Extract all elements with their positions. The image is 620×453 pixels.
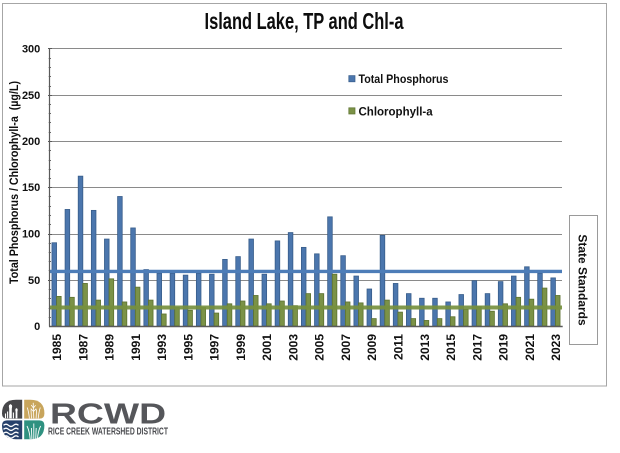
svg-text:200: 200 xyxy=(22,136,40,148)
svg-text:State Standards: State Standards xyxy=(576,234,590,326)
svg-text:Island Lake, TP and Chl-a: Island Lake, TP and Chl-a xyxy=(205,8,404,34)
svg-text:2001: 2001 xyxy=(260,334,274,361)
svg-text:2017: 2017 xyxy=(470,334,484,361)
svg-text:1985: 1985 xyxy=(50,334,64,361)
svg-text:50: 50 xyxy=(28,275,40,287)
svg-text:RCWD: RCWD xyxy=(50,399,166,431)
svg-text:100: 100 xyxy=(22,229,40,241)
svg-text:2005: 2005 xyxy=(313,334,327,361)
svg-text:RICE CREEK WATERSHED DISTRICT: RICE CREEK WATERSHED DISTRICT xyxy=(48,426,168,438)
svg-text:2021: 2021 xyxy=(523,334,537,361)
svg-text:1991: 1991 xyxy=(129,334,143,361)
svg-text:2007: 2007 xyxy=(339,334,353,361)
svg-text:2003: 2003 xyxy=(286,334,300,361)
svg-text:2009: 2009 xyxy=(365,334,379,361)
svg-text:250: 250 xyxy=(22,90,40,102)
svg-text:1993: 1993 xyxy=(155,334,169,361)
svg-text:Total Phosphorus: Total Phosphorus xyxy=(359,74,449,86)
svg-text:1995: 1995 xyxy=(181,334,195,361)
svg-text:2019: 2019 xyxy=(497,334,511,361)
svg-text:0: 0 xyxy=(34,321,40,333)
svg-text:1987: 1987 xyxy=(76,334,90,361)
svg-text:Total Phosphorus / Chlorophyll: Total Phosphorus / Chlorophyll-a (µg/L) xyxy=(7,81,21,284)
svg-text:2023: 2023 xyxy=(549,334,563,361)
svg-text:Chlorophyll-a: Chlorophyll-a xyxy=(359,106,434,118)
svg-text:2011: 2011 xyxy=(392,334,406,360)
svg-text:2013: 2013 xyxy=(418,334,432,361)
svg-text:1999: 1999 xyxy=(234,334,248,361)
svg-text:1997: 1997 xyxy=(208,334,222,361)
svg-text:1989: 1989 xyxy=(103,334,117,361)
svg-text:2015: 2015 xyxy=(444,334,458,361)
svg-text:300: 300 xyxy=(22,44,40,56)
svg-text:150: 150 xyxy=(22,182,40,194)
